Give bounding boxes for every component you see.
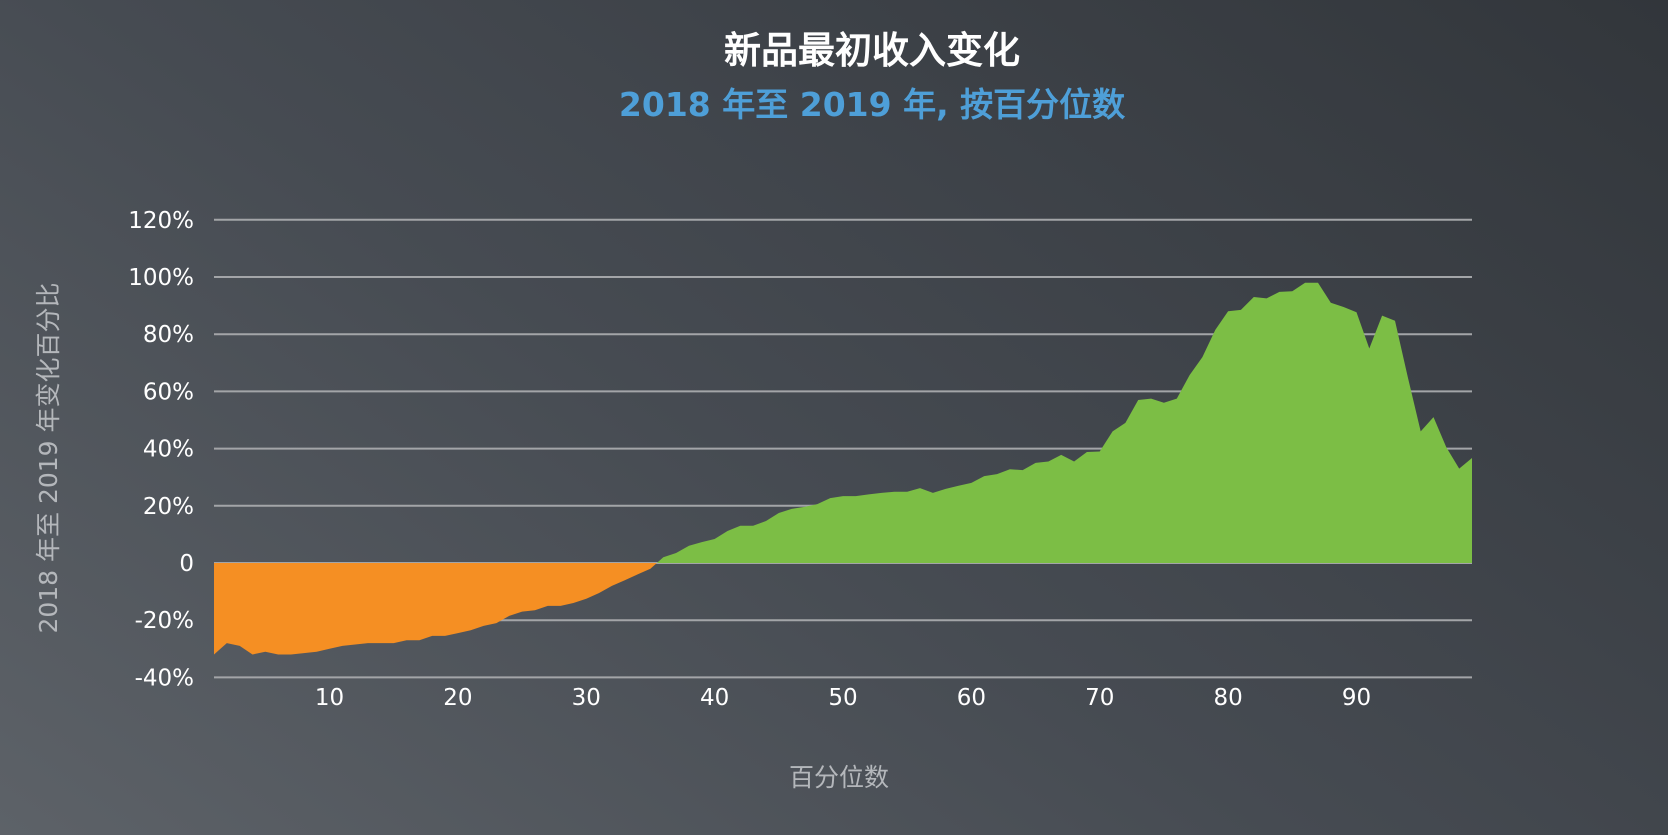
negative-area bbox=[214, 563, 1472, 655]
y-tick-label: 40% bbox=[143, 437, 194, 463]
y-tick-label: 80% bbox=[143, 322, 194, 348]
x-tick-label: 60 bbox=[957, 685, 986, 711]
y-tick-label: -20% bbox=[135, 608, 194, 634]
y-tick-label: -40% bbox=[135, 665, 194, 691]
area-series bbox=[214, 282, 1472, 655]
y-axis: -40% -20% 0 20% 40% 60% 80% 100% 120% bbox=[128, 208, 194, 692]
x-tick-label: 20 bbox=[443, 685, 472, 711]
x-tick-label: 90 bbox=[1342, 685, 1371, 711]
y-axis-title: 2018 年至 2019 年变化百分比 bbox=[34, 282, 63, 633]
y-tick-label: 120% bbox=[128, 208, 194, 234]
x-axis-title: 百分位数 bbox=[789, 763, 889, 792]
y-tick-label: 100% bbox=[128, 265, 194, 291]
x-tick-label: 30 bbox=[572, 685, 601, 711]
y-tick-label: 20% bbox=[143, 494, 194, 520]
x-tick-label: 10 bbox=[315, 685, 344, 711]
y-tick-label: 0 bbox=[179, 551, 194, 577]
x-tick-label: 80 bbox=[1213, 685, 1242, 711]
x-tick-label: 40 bbox=[700, 685, 729, 711]
chart-subtitle: 2018 年至 2019 年, 按百分位数 bbox=[619, 85, 1126, 124]
chart-title: 新品最初收入变化 bbox=[724, 29, 1020, 72]
x-tick-label: 50 bbox=[828, 685, 857, 711]
y-tick-label: 60% bbox=[143, 379, 194, 405]
positive-area bbox=[214, 282, 1472, 563]
x-axis: 10 20 30 40 50 60 70 80 90 bbox=[315, 685, 1371, 711]
x-tick-label: 70 bbox=[1085, 685, 1114, 711]
